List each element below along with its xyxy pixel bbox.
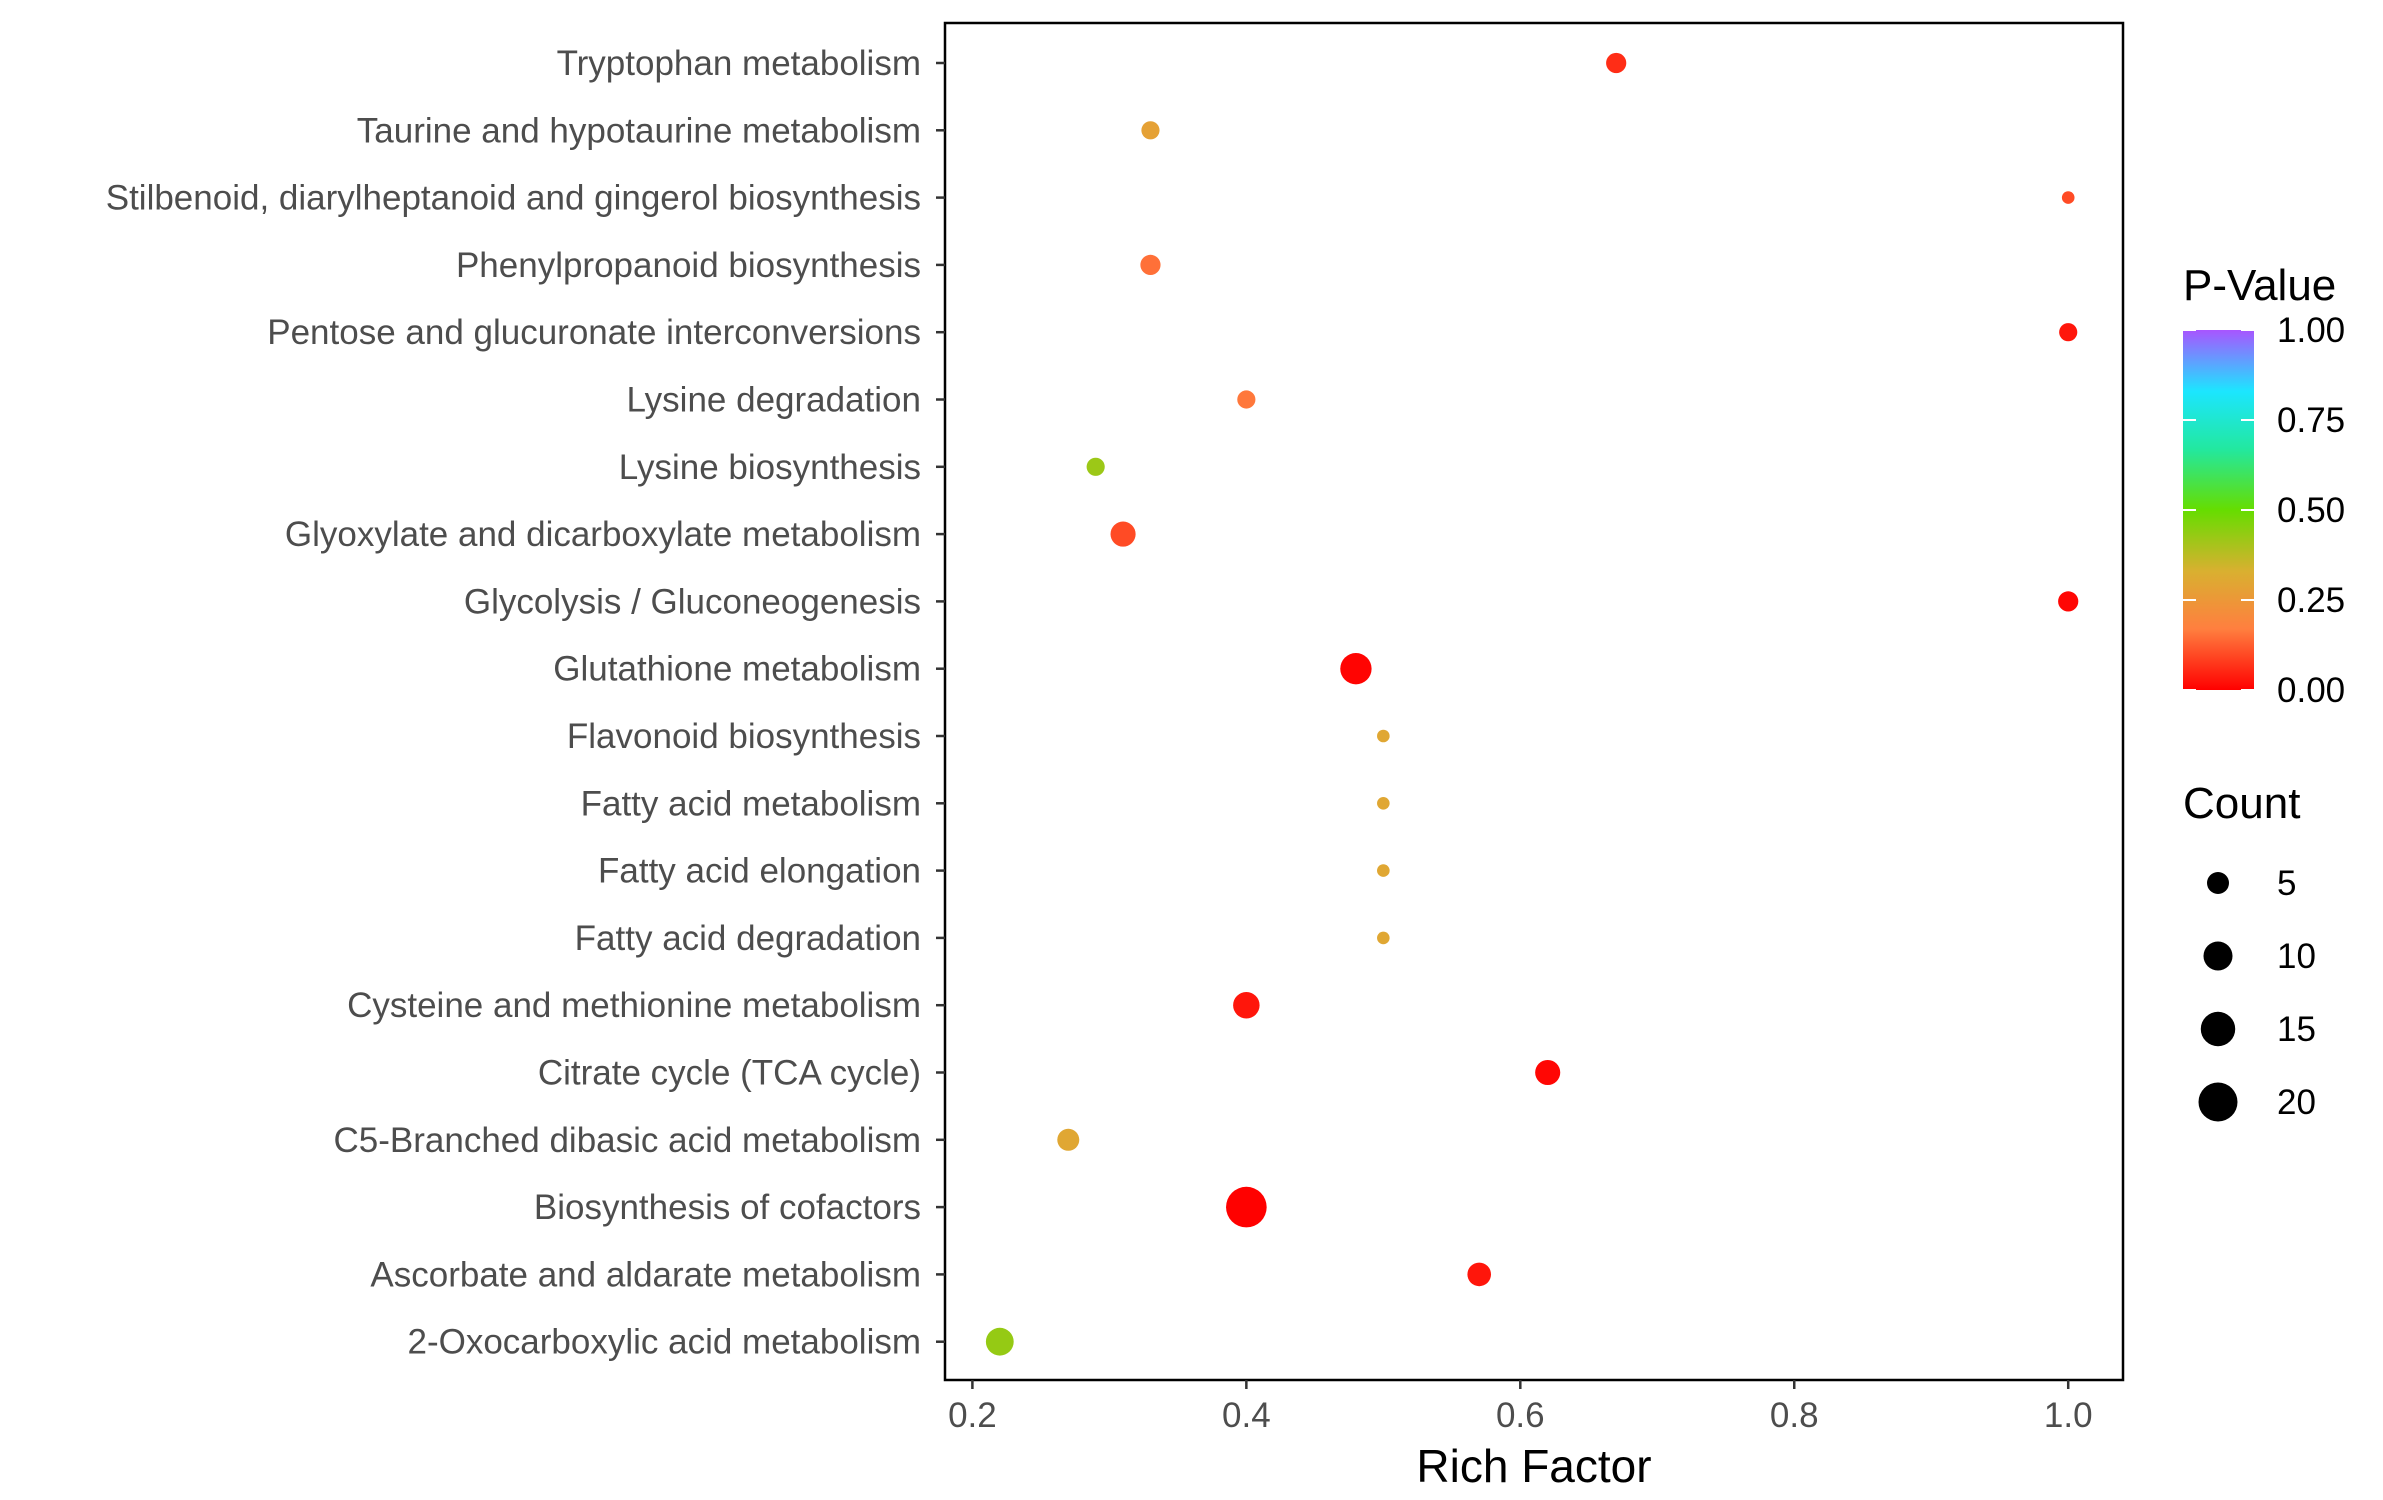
x-tick-label: 0.8 [1770,1396,1819,1435]
size-legend-label: 10 [2277,937,2316,976]
y-tick-label: Lysine degradation [627,381,921,420]
size-legend-key [2207,872,2229,894]
size-legend-title: Count [2183,779,2300,828]
size-legend-label: 20 [2277,1083,2316,1122]
data-point [985,1327,1014,1356]
y-tick-label: Fatty acid elongation [598,852,921,891]
color-legend-title: P-Value [2183,261,2336,310]
y-tick-label: Pentose and glucuronate interconversions [267,313,921,352]
plot-panel [943,21,2125,1382]
y-tick-label: Fatty acid degradation [575,919,921,958]
data-point [1377,864,1390,877]
x-tick-label: 0.2 [948,1396,997,1435]
x-tick-label: 0.4 [1222,1396,1271,1435]
data-point [1086,457,1105,476]
y-tick-label: Ascorbate and aldarate metabolism [370,1255,921,1294]
y-tick-label: Fatty acid metabolism [581,784,921,823]
color-legend-label: 0.25 [2277,581,2345,620]
y-tick-label: Stilbenoid, diarylheptanoid and gingerol… [106,179,921,218]
data-point [1377,797,1390,810]
y-tick-label: Tryptophan metabolism [557,44,921,83]
size-legend-key [2203,941,2233,971]
data-point [1535,1059,1561,1086]
color-legend-label: 0.75 [2277,401,2345,440]
plot-area [943,21,2125,1382]
data-point [1141,121,1160,140]
y-tick-label: Phenylpropanoid biosynthesis [456,246,921,285]
data-point [1606,52,1627,74]
data-point [1377,931,1390,945]
color-legend-label: 1.00 [2277,311,2345,350]
x-tick-label: 0.6 [1496,1396,1545,1435]
data-point [1110,521,1136,547]
data-point [1226,1186,1267,1228]
size-legend-label: 15 [2277,1010,2316,1049]
data-point [1057,1128,1080,1151]
color-legend-label: 0.50 [2277,491,2345,530]
x-axis: 0.2 0.4 0.6 0.8 1.0 [948,1380,2093,1435]
y-tick-label: Taurine and hypotaurine metabolism [357,111,921,150]
data-point [2059,323,2078,342]
x-tick-label: 1.0 [2044,1396,2093,1435]
y-tick-label: Citrate cycle (TCA cycle) [538,1054,921,1093]
data-point [1467,1262,1492,1287]
y-tick-label: Lysine biosynthesis [619,448,921,487]
size-legend-key [2198,1082,2238,1122]
y-tick-label: Cysteine and methionine metabolism [347,986,921,1025]
color-legend-label: 0.00 [2277,671,2345,710]
y-tick-label: Glyoxylate and dicarboxylate metabolism [285,515,921,554]
data-point [1340,653,1372,685]
y-tick-label: 2-Oxocarboxylic acid metabolism [407,1323,921,1362]
data-point [1377,729,1390,743]
y-tick-label: Glutathione metabolism [553,650,921,689]
data-point [2058,591,2079,612]
data-point [2061,191,2075,204]
data-point [1237,390,1256,409]
y-axis: Tryptophan metabolism Taurine and hypotau… [106,44,945,1362]
size-legend-key [2200,1011,2236,1047]
data-point [1140,254,1161,275]
y-tick-label: C5-Branched dibasic acid metabolism [334,1121,922,1160]
x-axis-title: Rich Factor [1416,1440,1651,1492]
y-tick-label: Glycolysis / Gluconeogenesis [464,582,921,621]
y-tick-label: Biosynthesis of cofactors [534,1188,921,1227]
size-legend-label: 5 [2277,864,2296,903]
data-point [1233,991,1260,1019]
y-tick-label: Flavonoid biosynthesis [567,717,921,756]
